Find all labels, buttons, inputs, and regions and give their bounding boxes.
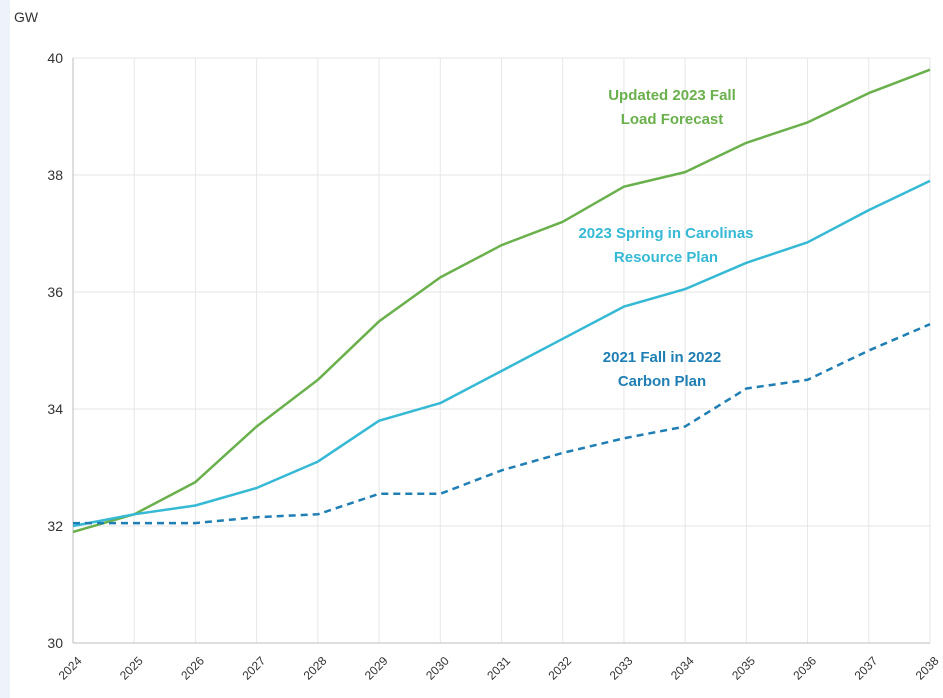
x-tick-label: 2032 [545, 654, 574, 683]
y-tick-label: 32 [47, 518, 63, 534]
x-tick-label: 2025 [117, 654, 146, 683]
series-line [72, 68, 931, 534]
x-tick-label: 2026 [178, 654, 207, 683]
x-tick-label: 2030 [423, 654, 452, 683]
series-annotation: Resource Plan [614, 249, 718, 266]
series-annotation: Carbon Plan [618, 373, 706, 390]
x-tick-label: 2034 [668, 654, 697, 683]
series-annotation: 2021 Fall in 2022 [603, 349, 721, 366]
x-tick-label: 2029 [362, 654, 391, 683]
series-annotations: Updated 2023 Fall Load Forecast 2023 Sprin… [578, 87, 753, 390]
y-tick-label: 38 [47, 167, 63, 183]
series-lines [72, 68, 931, 534]
x-tick-label: 2024 [56, 654, 85, 683]
x-tick-label: 2036 [790, 654, 819, 683]
y-axis-unit: GW [14, 9, 39, 25]
x-tick-label: 2033 [607, 654, 636, 683]
axes [72, 58, 930, 644]
x-tick-label: 2038 [913, 654, 942, 683]
series-annotation: 2023 Spring in Carolinas [578, 225, 753, 242]
page-edge [0, 0, 10, 698]
tick-labels: 30 32 34 36 38 40 GW 2024 2025 2026 2027 2028 2029 20… [14, 9, 942, 683]
series-annotation: Load Forecast [621, 111, 724, 128]
y-tick-label: 40 [47, 50, 63, 66]
y-tick-label: 36 [47, 284, 63, 300]
y-tick-label: 30 [47, 635, 63, 651]
x-tick-label: 2037 [852, 654, 881, 683]
grid [72, 57, 931, 644]
series-annotation: Updated 2023 Fall [608, 87, 736, 104]
x-tick-label: 2035 [729, 654, 758, 683]
x-tick-label: 2028 [301, 654, 330, 683]
series-line [73, 323, 931, 525]
x-tick-label: 2027 [239, 654, 268, 683]
x-tick-label: 2031 [484, 654, 513, 683]
series-line [72, 179, 931, 528]
y-tick-label: 34 [47, 401, 63, 417]
